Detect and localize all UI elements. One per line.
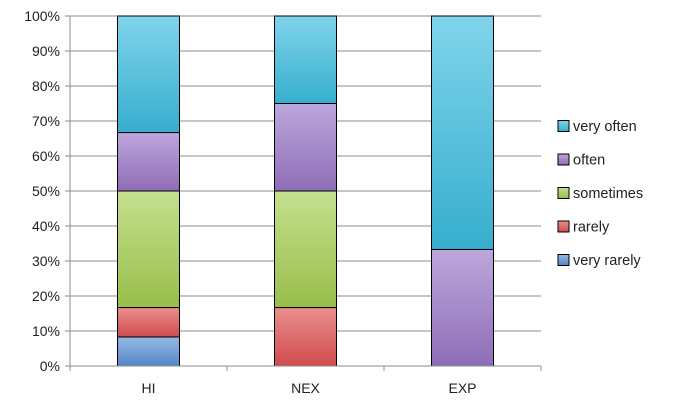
bar-segment-nex-rarely: [274, 307, 337, 367]
legend-swatch-often: [557, 153, 570, 166]
y-tick-label: 100%: [24, 8, 60, 24]
legend-label: rarely: [573, 220, 610, 236]
legend-swatch-very-rarely: [557, 254, 570, 266]
axes: [69, 16, 542, 371]
y-tick-label: 40%: [32, 218, 60, 234]
legend-swatch-rarely: [557, 220, 570, 233]
legend-label: very rarely: [573, 253, 641, 269]
y-tick-label: 0%: [40, 358, 60, 374]
bar-segment-hi-very-rarely: [117, 336, 180, 367]
bar-segment-hi-rarely: [117, 307, 180, 338]
legend: very often often sometimes rarely very rarel…: [557, 119, 643, 269]
y-tick-label: 80%: [32, 78, 60, 94]
x-axis-labels: HI NEX EXP: [142, 380, 477, 396]
bar-segment-hi-sometimes: [117, 190, 180, 309]
legend-label: sometimes: [573, 186, 643, 202]
bar-segment-nex-very-often: [274, 15, 337, 104]
x-tick-label: HI: [142, 380, 156, 396]
legend-label: very often: [573, 119, 637, 135]
bar-segment-exp-very-often: [431, 15, 494, 250]
bars: [117, 15, 494, 367]
y-tick-label: 90%: [32, 43, 60, 59]
legend-swatch-very-often: [557, 120, 570, 132]
legend-label: often: [573, 153, 605, 169]
legend-swatch-sometimes: [557, 187, 570, 199]
y-tick-label: 50%: [32, 183, 60, 199]
bar-segment-hi-often: [117, 132, 180, 192]
y-tick-label: 10%: [32, 323, 60, 339]
y-tick-label: 60%: [32, 148, 60, 164]
bar-segment-nex-sometimes: [274, 190, 337, 309]
x-tick-label: EXP: [448, 380, 476, 396]
y-axis-ticks: 0% 10% 20% 30% 40% 50% 60% 70% 80% 90% 100%: [24, 8, 70, 374]
bar-segment-hi-very-often: [117, 15, 180, 134]
y-tick-label: 30%: [32, 253, 60, 269]
y-tick-label: 20%: [32, 288, 60, 304]
y-tick-label: 70%: [32, 113, 60, 129]
x-tick-label: NEX: [291, 380, 320, 396]
bar-segment-exp-often: [431, 248, 494, 367]
bar-segment-nex-often: [274, 103, 337, 192]
